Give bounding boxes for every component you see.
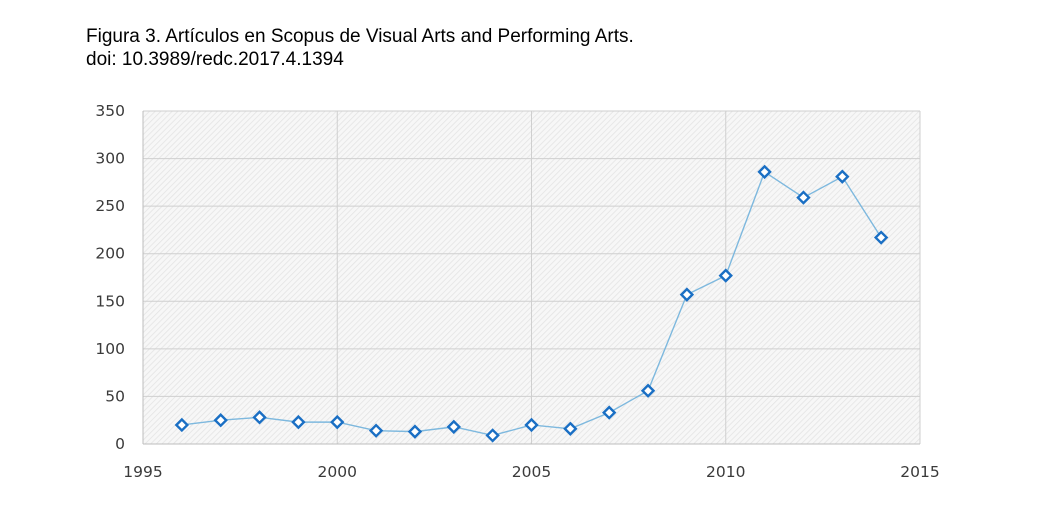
data-point (368, 423, 384, 438)
data-point (407, 424, 423, 439)
data-point (252, 410, 267, 425)
data-point (718, 268, 733, 283)
data-point (330, 414, 345, 430)
figure-caption: Figura 3. Artículos en Scopus de Visual … (86, 25, 634, 71)
data-point (563, 421, 578, 436)
x-tick-label: 1995 (123, 463, 162, 481)
y-tick-label: 300 (95, 150, 125, 168)
caption-doi: doi: 10.3989/redc.2017.4.1394 (86, 49, 344, 70)
data-point (174, 417, 190, 433)
data-point (524, 417, 539, 433)
data-point (640, 383, 656, 398)
data-point (796, 190, 811, 205)
y-tick-label: 100 (95, 340, 125, 358)
data-point (213, 413, 228, 428)
axes (142, 111, 920, 445)
y-tick-label: 250 (95, 197, 125, 215)
caption-title: Figura 3. Artículos en Scopus de Visual … (86, 26, 634, 47)
y-tick-label: 350 (95, 102, 125, 120)
data-point (757, 164, 772, 180)
data-point (873, 230, 889, 245)
x-tick-label: 2000 (318, 463, 357, 481)
data-point (446, 419, 461, 435)
x-tick-label: 2005 (512, 463, 551, 481)
y-tick-label: 200 (95, 245, 125, 263)
data-series (174, 164, 889, 443)
data-point (679, 287, 695, 302)
x-tick-label: 2015 (900, 463, 939, 481)
data-point (602, 405, 617, 420)
x-tick-label: 2010 (706, 463, 745, 481)
y-tick-label: 150 (95, 292, 125, 310)
grid-lines (142, 110, 921, 445)
y-tick-label: 0 (115, 435, 125, 453)
data-point (485, 428, 500, 443)
tick-labels: 0 50 100 150 200 250 300 350 1995 2000 2005 2010 201… (95, 102, 939, 481)
data-point (835, 169, 850, 184)
data-point (291, 414, 306, 430)
y-tick-label: 50 (105, 387, 125, 405)
